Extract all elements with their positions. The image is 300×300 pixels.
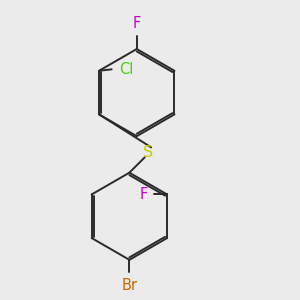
Text: Cl: Cl [119,62,134,77]
Text: S: S [142,145,153,160]
Text: Br: Br [122,278,137,293]
Text: F: F [140,187,148,202]
Text: F: F [133,16,141,31]
